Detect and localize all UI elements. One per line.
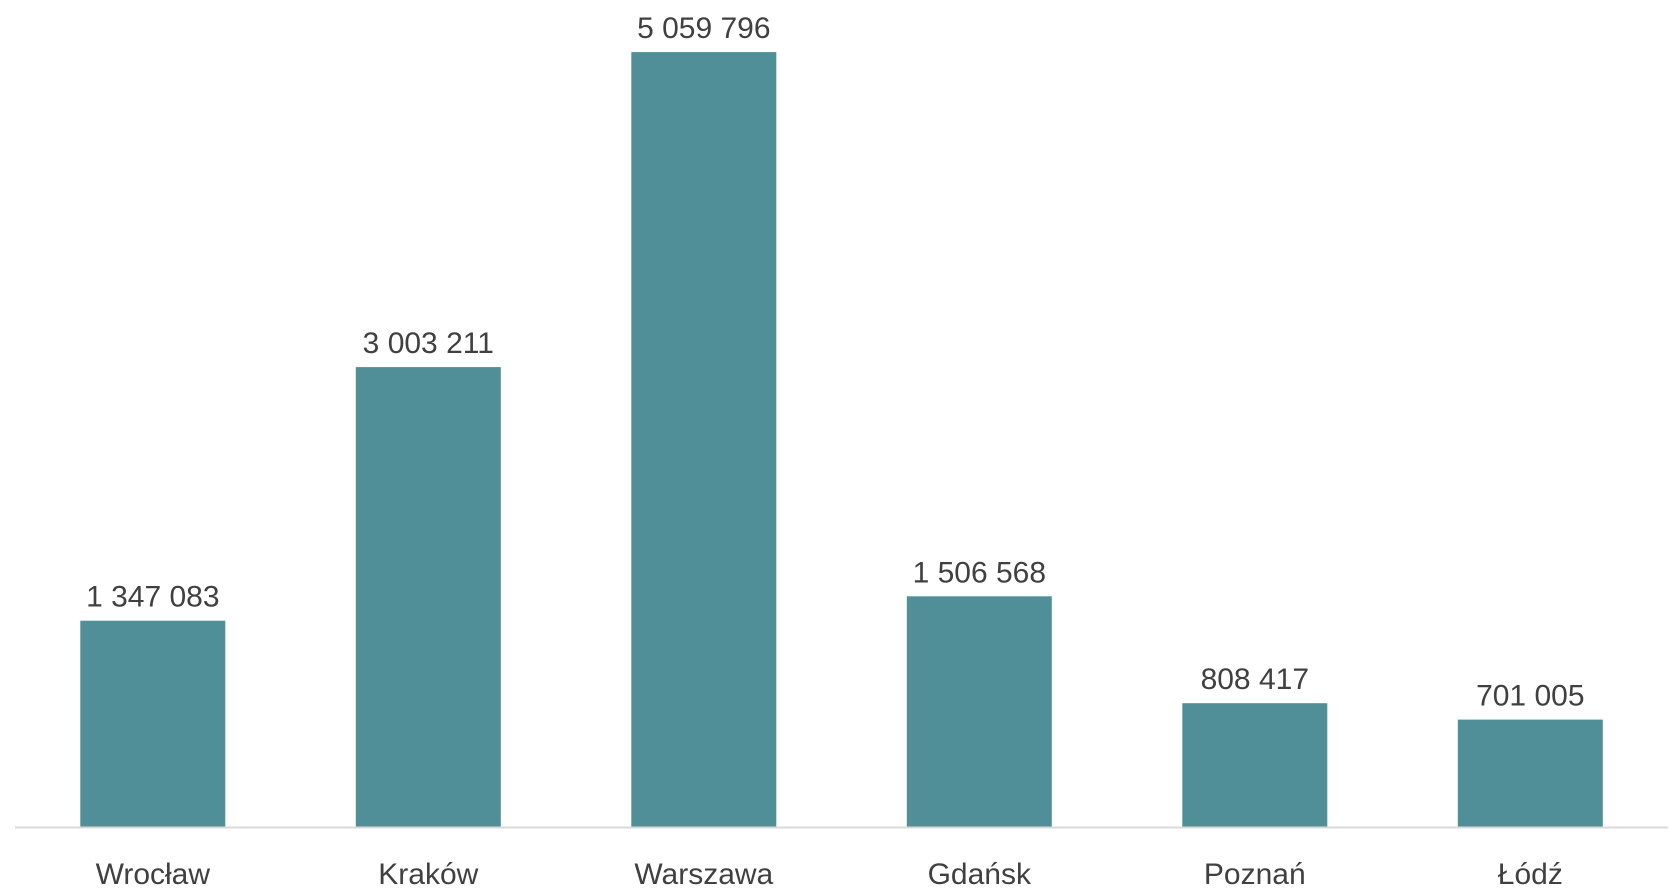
category-label-3: Gdańsk [928,858,1032,890]
category-label-0: Wrocław [96,858,211,890]
value-label-3: 1 506 568 [913,556,1046,589]
value-label-4: 808 417 [1201,663,1309,696]
category-label-5: Łódź [1498,858,1563,890]
category-label-2: Warszawa [634,858,773,890]
value-labels-layer: 1 347 083 3 003 211 5 059 796 1 506 568 808 … [86,12,1584,713]
bar-2 [631,52,777,828]
bar-4 [1182,703,1328,827]
bar-1 [355,367,501,827]
bar-0 [80,620,226,827]
category-labels-layer: Wrocław Kraków Warszawa Gdańsk Poznań Łódź [96,858,1563,891]
value-label-1: 3 003 211 [363,327,494,360]
category-label-1: Kraków [378,858,478,890]
value-label-2: 5 059 796 [637,12,770,45]
value-label-0: 1 347 083 [86,581,219,614]
bars-layer [80,52,1603,828]
value-label-5: 701 005 [1476,680,1584,713]
bar-3 [906,596,1052,827]
bar-5 [1457,719,1603,827]
category-label-4: Poznań [1204,858,1306,890]
